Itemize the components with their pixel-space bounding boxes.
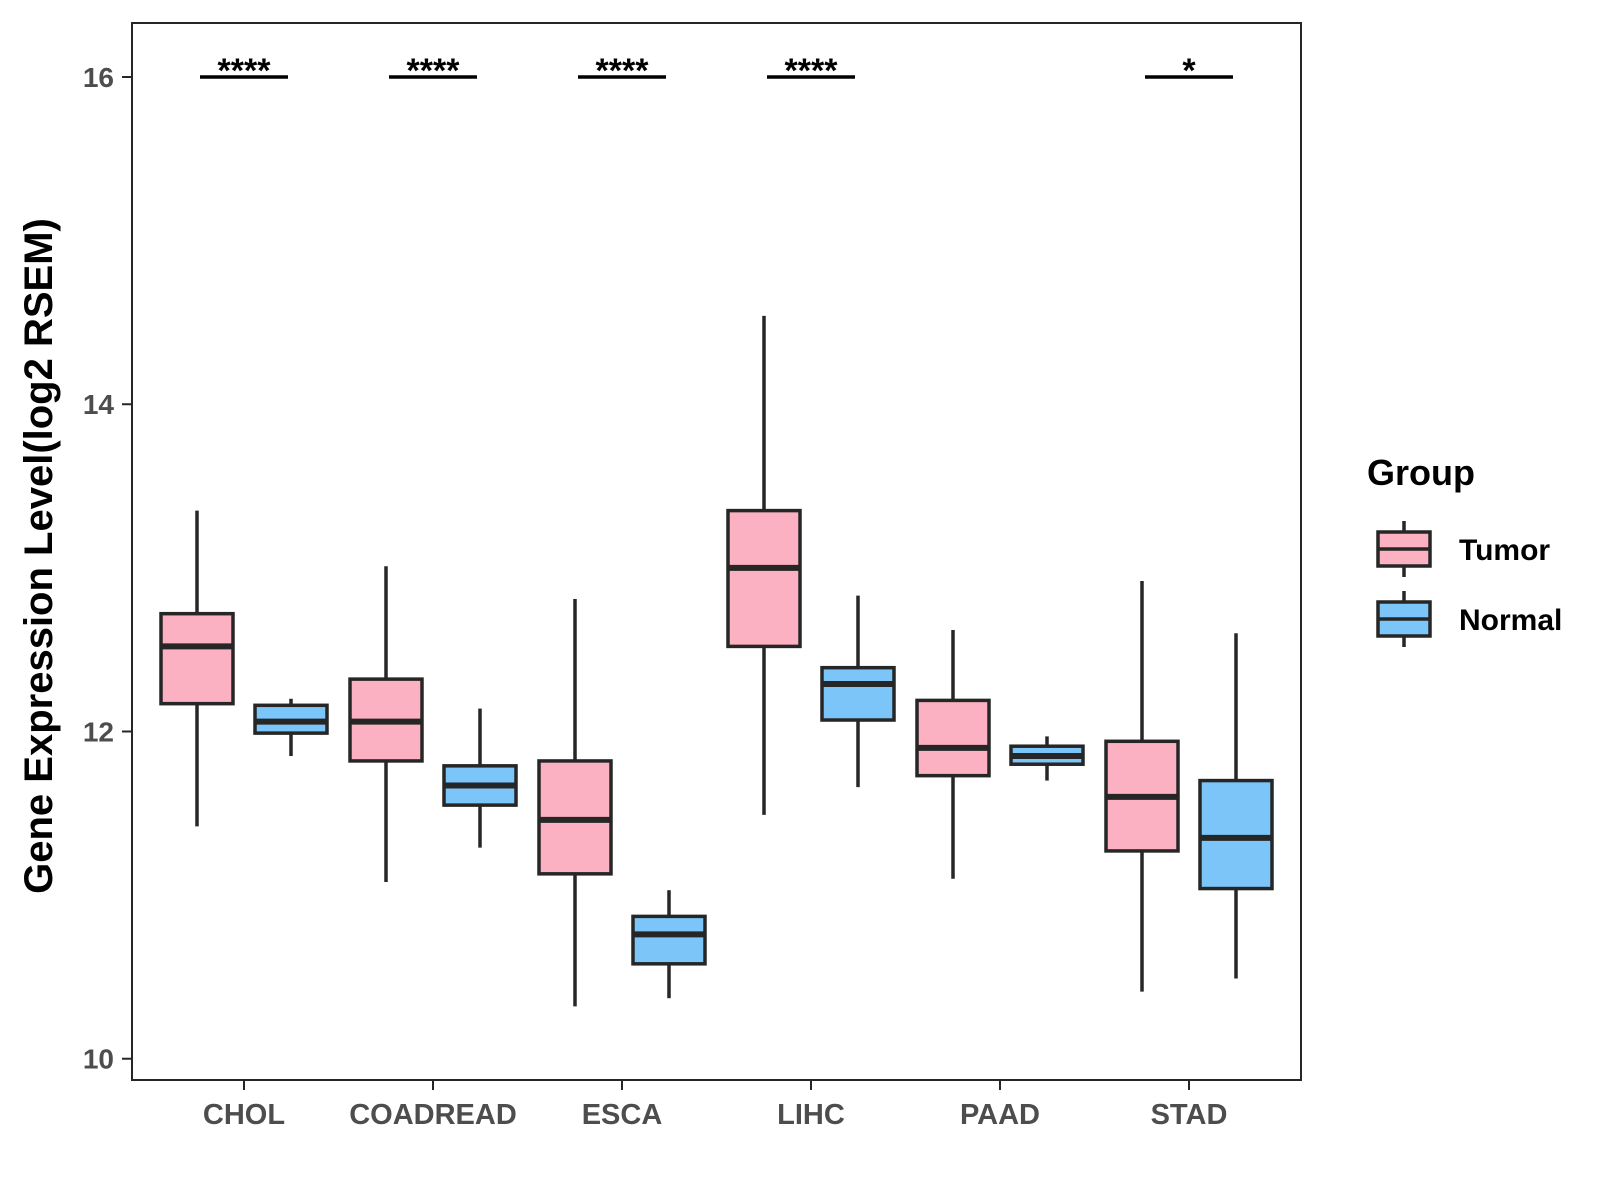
x-tick-label: STAD [1151, 1099, 1228, 1131]
significance-label: **** [407, 52, 461, 90]
legend-label: Normal [1459, 604, 1562, 637]
legend-label: Tumor [1459, 534, 1550, 567]
x-tick-label: CHOL [203, 1099, 285, 1131]
significance-label: * [1182, 52, 1196, 90]
x-tick-label: LIHC [777, 1099, 845, 1131]
legend: Group Tumor Normal [1367, 452, 1562, 647]
y-tick-label: 14 [83, 389, 115, 420]
y-axis-title: Gene Expression Level(log2 RSEM) [17, 218, 61, 894]
box-tumor-chol [159, 611, 235, 706]
significance-label: **** [218, 52, 272, 90]
box-tumor-paad [915, 698, 991, 778]
box-normal-lihc [820, 665, 896, 722]
legend-title: Group [1367, 452, 1475, 493]
significance-label: **** [785, 52, 839, 90]
x-tick-label: COADREAD [349, 1099, 517, 1131]
box-normal-stad [1198, 778, 1274, 891]
y-tick-label: 12 [83, 716, 114, 747]
y-tick-label: 16 [83, 62, 114, 93]
y-tick-label: 10 [83, 1044, 114, 1075]
plot-panel-border [131, 22, 1302, 1081]
box-normal-esca [631, 914, 707, 966]
x-tick-label: ESCA [582, 1099, 663, 1131]
significance-label: **** [596, 52, 650, 90]
box-tumor-lihc [726, 508, 802, 649]
x-tick-label: PAAD [960, 1099, 1040, 1131]
